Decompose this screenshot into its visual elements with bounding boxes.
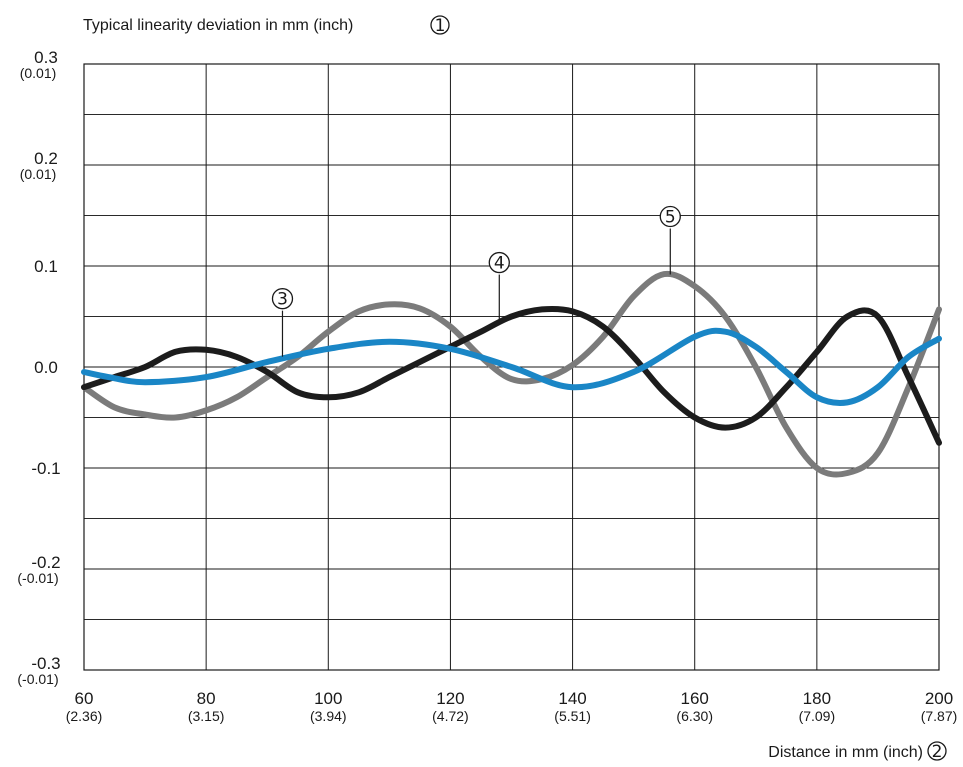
- y-tick-label: 0.3: [34, 48, 58, 67]
- x-tick-sublabel: (2.36): [66, 708, 103, 724]
- x-tick: 60(2.36): [66, 689, 103, 724]
- x-tick: 140(5.51): [554, 689, 591, 724]
- series-line-4: [81, 305, 942, 446]
- x-tick: 200(7.87): [921, 689, 958, 724]
- x-tick: 100(3.94): [310, 689, 347, 724]
- series-line-3: [81, 327, 942, 406]
- x-tick-label: 100: [314, 689, 342, 708]
- xlabel-marker-number: 2: [932, 742, 943, 762]
- y-axis-title: Typical linearity deviation in mm (inch)…: [83, 15, 450, 36]
- annotation-circle: [271, 288, 294, 310]
- y-tick-sublabel: (-0.01): [17, 570, 58, 586]
- y-tick-label: -0.3: [31, 654, 60, 673]
- y-tick: 0.1: [34, 257, 58, 276]
- x-tick-label: 160: [681, 689, 709, 708]
- y-tick: 0.2(0.01): [20, 149, 58, 182]
- x-axis-title: Distance in mm (inch) 2: [768, 741, 947, 762]
- annotation-3: 3: [271, 288, 294, 357]
- annotation-number: 4: [494, 254, 505, 274]
- y-tick-sublabel: (0.01): [20, 65, 57, 81]
- xlabel-marker-circle: [927, 741, 947, 761]
- x-tick-label: 140: [558, 689, 586, 708]
- title-marker-number: 1: [435, 16, 446, 36]
- x-tick-label: 200: [925, 689, 953, 708]
- y-tick: -0.1: [31, 459, 60, 478]
- x-tick-sublabel: (4.72): [432, 708, 469, 724]
- x-tick-sublabel: (7.87): [921, 708, 958, 724]
- y-tick-sublabel: (0.01): [20, 166, 57, 182]
- x-tick-label: 120: [436, 689, 464, 708]
- y-tick: -0.3(-0.01): [17, 654, 60, 687]
- y-tick: -0.2(-0.01): [17, 553, 60, 586]
- annotation-number: 3: [277, 290, 288, 310]
- x-tick-sublabel: (3.15): [188, 708, 225, 724]
- y-tick: 0.3(0.01): [20, 48, 58, 81]
- annotation-circle: [659, 205, 681, 228]
- x-tick: 160(6.30): [676, 689, 713, 724]
- x-axis-ticks: 60(2.36) 80(3.15) 100(3.94) 120(4.72) 140(5.…: [66, 689, 958, 724]
- chart-title: Typical linearity deviation in mm (inch): [83, 17, 353, 34]
- x-tick-sublabel: (3.94): [310, 708, 347, 724]
- plot-frame: [83, 63, 940, 671]
- x-tick: 180(7.09): [799, 689, 836, 724]
- y-tick-label: 0.0: [34, 358, 58, 377]
- title-marker-circle: [430, 15, 450, 35]
- y-tick-label: 0.1: [34, 257, 58, 276]
- x-axis-label: Distance in mm (inch): [768, 744, 923, 761]
- x-tick-label: 80: [197, 689, 216, 708]
- y-tick-label: -0.1: [31, 459, 60, 478]
- x-tick-label: 60: [75, 689, 94, 708]
- x-tick-sublabel: (5.51): [554, 708, 591, 724]
- series-layer: [81, 270, 942, 478]
- y-tick-label: -0.2: [31, 553, 60, 572]
- x-tick-sublabel: (6.30): [676, 708, 713, 724]
- x-tick-label: 180: [803, 689, 831, 708]
- annotation-circle: [488, 251, 510, 274]
- annotation-layer: 3 4 5: [271, 205, 681, 357]
- annotation-5: 5: [659, 205, 681, 275]
- y-axis-ticks: 0.3(0.01)0.2(0.01)0.10.0-0.1-0.2(-0.01)-…: [17, 48, 60, 687]
- x-tick-sublabel: (7.09): [799, 708, 836, 724]
- x-tick: 120(4.72): [432, 689, 469, 724]
- series-line-5: [81, 270, 942, 478]
- annotation-number: 5: [665, 208, 676, 228]
- grid: [83, 63, 940, 671]
- x-tick: 80(3.15): [188, 689, 225, 724]
- y-tick-label: 0.2: [34, 149, 58, 168]
- y-tick-sublabel: (-0.01): [17, 671, 58, 687]
- y-tick: 0.0: [34, 358, 58, 377]
- annotation-4: 4: [488, 251, 510, 321]
